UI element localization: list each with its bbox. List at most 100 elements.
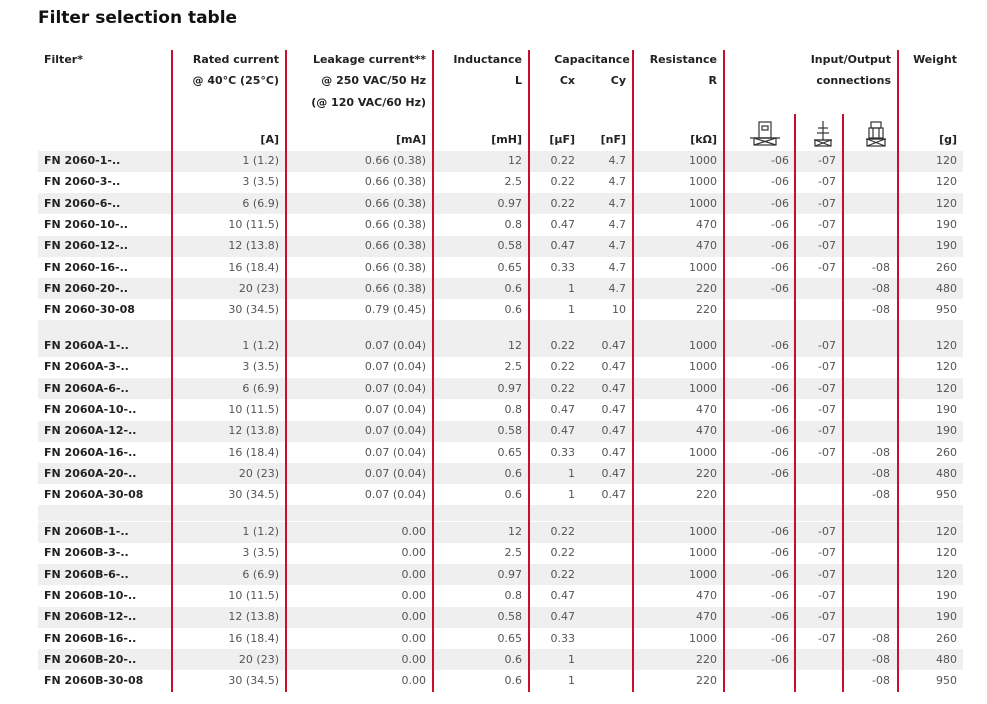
table-cell: 120 [936,567,957,581]
table-cell: 470 [696,424,717,438]
table-cell: 260 [936,260,957,274]
table-cell: -06 [771,631,789,645]
table-cell: 120 [936,196,957,210]
table-cell: 0.07 (0.04) [364,445,426,459]
table-cell: 0.07 (0.04) [364,381,426,395]
table-cell: 190 [936,588,957,602]
table-cell: 1000 [689,360,717,374]
table-cell: 470 [696,239,717,253]
row-stripe [38,320,963,336]
table-cell: -07 [818,360,836,374]
table-cell: 0.22 [550,196,576,210]
table-cell: -07 [818,260,836,274]
unit-cell: [A] [260,133,279,146]
table-cell: 1000 [689,154,717,167]
table-cell: -06 [771,381,789,395]
table-cell: 16 (18.4) [228,631,279,645]
table-cell: 3 (3.5) [242,360,279,374]
table-cell: -07 [818,381,836,395]
table-cell: 1000 [689,339,717,352]
table-cell: 12 (13.8) [228,424,279,438]
table-cell: 4.7 [608,154,627,167]
table-cell: 0.66 (0.38) [364,154,426,167]
header-cell: Leakage current** [312,53,426,66]
table-cell: 10 (11.5) [228,217,279,231]
filter-name: FN 2060-20-.. [44,281,128,295]
table-cell: 0.22 [550,360,576,374]
table-cell: -06 [771,360,789,374]
table-cell: 1000 [689,567,717,581]
table-cell: 0.00 [401,631,427,645]
table-cell: 0.8 [504,588,523,602]
table-cell: 0.6 [504,466,523,480]
table-cell: 30 (34.5) [228,303,279,317]
table-cell: 190 [936,239,957,253]
filter-name: FN 2060B-30-08 [44,674,144,688]
table-cell: -07 [818,239,836,253]
table-cell: -07 [818,610,836,624]
table-cell: -08 [872,303,890,317]
table-cell: -06 [771,546,789,560]
table-cell: 0.47 [601,424,627,438]
table-cell: -06 [771,445,789,459]
table-cell: 0.07 (0.04) [364,466,426,480]
header-cell: @ 40°C (25°C) [192,74,279,87]
table-cell: 0.22 [550,154,576,167]
table-cell: 1 (1.2) [242,525,279,538]
table-cell: 220 [696,303,717,317]
table-cell: -08 [872,674,890,688]
table-cell: 0.97 [497,567,523,581]
table-cell: 0.33 [550,260,576,274]
table-cell: 0.47 [550,424,576,438]
table-cell: 470 [696,402,717,416]
filter-name: FN 2060B-6-.. [44,567,129,581]
table-cell: 6 (6.9) [242,567,279,581]
header-cell: R [708,74,717,87]
filter-name: FN 2060A-30-08 [44,488,144,502]
filter-name: FN 2060-12-.. [44,239,128,253]
row-stripe [38,278,963,300]
table-cell: -08 [872,488,890,502]
table-cell: 0.47 [601,402,627,416]
table-cell: 0.07 (0.04) [364,360,426,374]
table-cell: 0.22 [550,525,576,538]
table-cell: 1 [568,488,575,502]
table-cell: 0.65 [497,631,523,645]
column-rule [528,50,530,692]
table-cell: 4.7 [608,217,627,231]
filter-name: FN 2060-1-.. [44,154,121,167]
table-cell: 1 [568,303,575,317]
icon-faston [814,121,832,147]
table-cell: 0.00 [401,610,427,624]
table-cell: 0.6 [504,652,523,666]
table-cell: 0.66 (0.38) [364,175,426,189]
row-stripe [38,606,963,628]
table-cell: 0.22 [550,381,576,395]
table-cell: 190 [936,402,957,416]
table-cell: -08 [872,466,890,480]
row-stripe [38,463,963,485]
table-cell: 0.07 (0.04) [364,488,426,502]
column-rule [897,50,899,692]
table-cell: -07 [818,525,836,538]
table-cell: 0.66 (0.38) [364,217,426,231]
table-cell: -07 [818,154,836,167]
table-cell: 480 [936,652,957,666]
table-cell: 12 (13.8) [228,610,279,624]
table-cell: -06 [771,217,789,231]
table-cell: 2.5 [504,175,523,189]
table-cell: 1000 [689,546,717,560]
filter-name: FN 2060B-1-.. [44,525,129,538]
table-cell: -06 [771,402,789,416]
table-cell: -06 [771,567,789,581]
unit-cell: [mA] [395,133,426,146]
table-cell: 470 [696,217,717,231]
table-cell: 0.65 [497,445,523,459]
table-cell: 10 (11.5) [228,588,279,602]
table-cell: 260 [936,631,957,645]
header-cell: Capacitance [554,53,630,66]
table-cell: 0.6 [504,303,523,317]
table-cell: 6 (6.9) [242,196,279,210]
filter-name: FN 2060-30-08 [44,303,135,317]
table-cell: 0.66 (0.38) [364,281,426,295]
